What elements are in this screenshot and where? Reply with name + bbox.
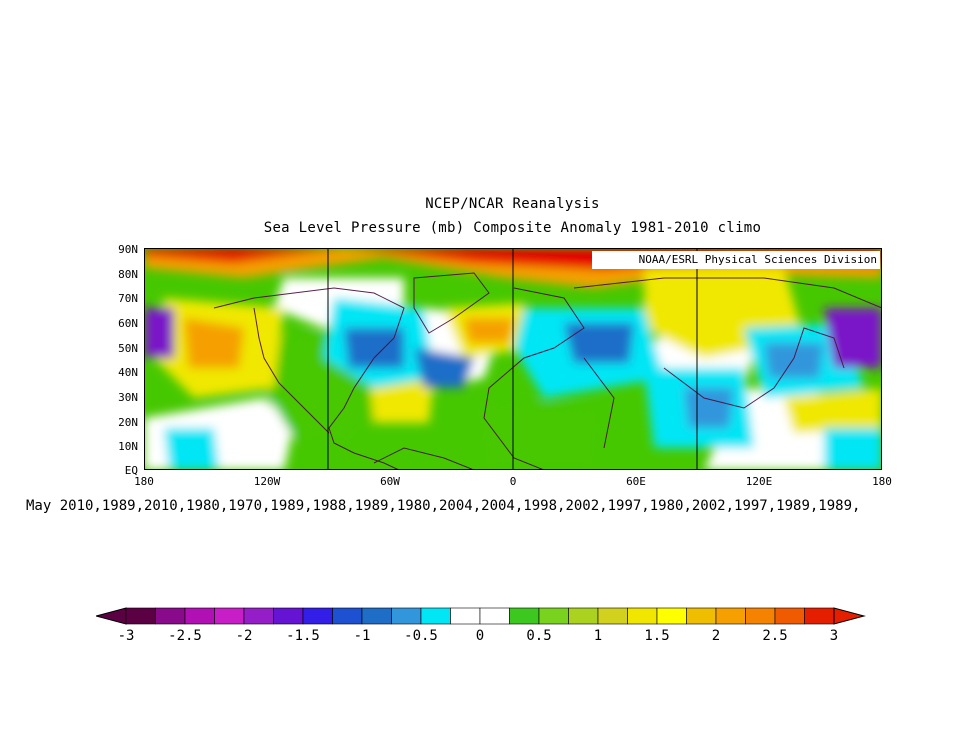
colorbar-swatch — [597, 607, 628, 625]
lat-label-40n: 40N — [118, 366, 138, 379]
colorbar-label: 0.5 — [526, 628, 552, 644]
colorbar-left-arrow — [96, 607, 127, 625]
colorbar-label: 1.5 — [644, 628, 670, 644]
colorbar-swatch — [125, 607, 156, 625]
colorbar-right-arrow — [833, 607, 866, 625]
colorbar-swatch — [184, 607, 215, 625]
lon-label-120e: 120E — [745, 475, 773, 488]
positive-region-africa — [474, 398, 604, 470]
map-title: NCEP/NCAR Reanalysis — [425, 196, 600, 212]
positive-region-west-pacific — [784, 388, 882, 433]
lat-label-60n: 60N — [118, 317, 138, 330]
colorbar-swatch — [155, 607, 186, 625]
colorbar-swatch — [361, 607, 392, 625]
colorbar-swatch — [745, 607, 776, 625]
lat-label-10n: 10N — [118, 440, 138, 453]
colorbar-swatch — [332, 607, 363, 625]
lon-label-180-east: 180 — [872, 475, 892, 488]
colorbar — [96, 607, 866, 625]
colorbar-label: 2.5 — [762, 628, 788, 644]
colorbar-swatch — [243, 607, 274, 625]
lon-label-0: 0 — [509, 475, 517, 488]
colorbar-label: 1 — [593, 628, 603, 644]
colorbar-label: -2 — [235, 628, 253, 644]
lat-label-80n: 80N — [118, 268, 138, 281]
colorbar-label: 0 — [475, 628, 485, 644]
colorbar-label: -1.5 — [286, 628, 320, 644]
colorbar-swatch — [273, 607, 304, 625]
coastline-south-america — [373, 447, 475, 470]
negative-region-east-asia-core — [764, 343, 824, 378]
colorbar-label: 2 — [711, 628, 721, 644]
colorbar-label: -3 — [117, 628, 135, 644]
negative-region-east-canada-core — [344, 328, 404, 368]
negative-region-tropical-east-pacific — [164, 428, 219, 470]
colorbar-label: -0.5 — [404, 628, 438, 644]
lon-label-60e: 60E — [626, 475, 646, 488]
positive-region-north-atlantic-core — [464, 318, 514, 343]
colorbar-label: 3 — [829, 628, 839, 644]
coastline-north-america — [213, 287, 405, 470]
composite-years-label: May 2010,1989,2010,1980,1970,1989,1988,1… — [26, 498, 861, 514]
coastline-greenland — [413, 272, 490, 334]
credit-label: NOAA/ESRL Physical Sciences Division — [592, 251, 880, 269]
lat-label-90n: 90N — [118, 243, 138, 256]
lat-label-70n: 70N — [118, 292, 138, 305]
colorbar-swatch — [715, 607, 746, 625]
colorbar-swatch — [214, 607, 245, 625]
map-frame — [144, 248, 882, 470]
anomaly-map — [144, 248, 882, 470]
colorbar-swatch — [656, 607, 687, 625]
colorbar-swatch — [420, 607, 451, 625]
lon-label-60w: 60W — [380, 475, 400, 488]
coastline-europe-africa — [483, 287, 615, 470]
lon-label-180-west: 180 — [134, 475, 154, 488]
negative-region-dateline-west — [144, 308, 174, 358]
negative-region-europe-core — [564, 323, 634, 363]
colorbar-swatch — [686, 607, 717, 625]
negative-region-tropical-west-pacific — [824, 428, 882, 470]
lon-label-120w: 120W — [253, 475, 281, 488]
lat-label-50n: 50N — [118, 342, 138, 355]
colorbar-swatch — [568, 607, 599, 625]
coastline-west-north-america — [253, 307, 330, 434]
colorbar-label: -1 — [353, 628, 371, 644]
colorbar-swatch — [509, 607, 540, 625]
colorbar-swatch — [391, 607, 422, 625]
coastline-asia — [573, 277, 882, 409]
lat-label-30n: 30N — [118, 391, 138, 404]
colorbar-swatch — [538, 607, 569, 625]
negative-region-central-atlantic — [414, 348, 474, 388]
lat-label-eq: EQ — [124, 464, 138, 477]
colorbar-swatch — [479, 607, 510, 625]
colorbar-swatch — [804, 607, 835, 625]
positive-region-north-pacific-core — [184, 318, 244, 368]
colorbar-swatch — [774, 607, 805, 625]
colorbar-swatch — [450, 607, 481, 625]
colorbar-swatch — [302, 607, 333, 625]
positive-region-mid-atlantic — [369, 378, 434, 423]
map-subtitle-variable: Sea Level Pressure (mb) Composite Anomal… — [263, 220, 762, 236]
colorbar-swatch — [627, 607, 658, 625]
lat-label-20n: 20N — [118, 416, 138, 429]
negative-region-south-asia-core — [684, 388, 734, 428]
colorbar-label: -2.5 — [168, 628, 202, 644]
